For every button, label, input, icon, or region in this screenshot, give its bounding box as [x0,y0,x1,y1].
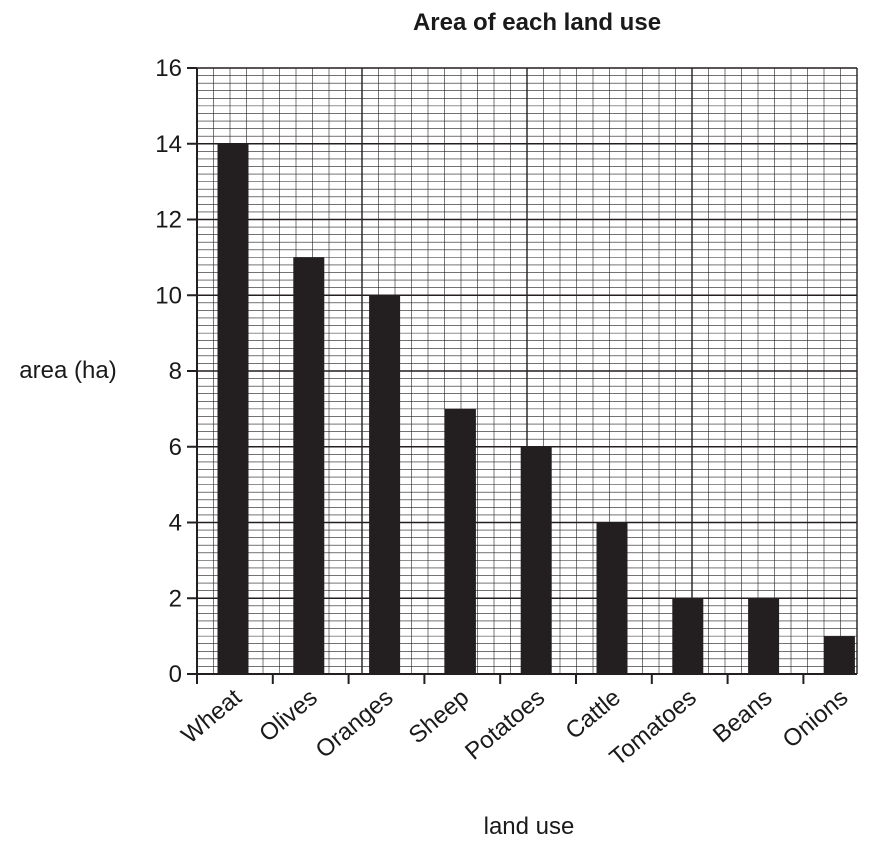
x-tick-label: Sheep [404,684,475,749]
axes [187,67,857,684]
bar-wheat [217,143,249,674]
x-tick-label: Beans [708,684,777,748]
y-tick-label: 10 [155,282,182,309]
y-tick-label: 6 [169,434,182,461]
bar-tomatoes [672,598,704,674]
x-tick-label: Oranges [311,684,399,764]
x-tick-label: Cattle [560,684,625,745]
x-tick-label: Olives [254,684,322,748]
x-tick-label: Onions [778,684,854,754]
bar-cattle [596,522,628,674]
y-tick-label: 0 [169,661,182,688]
bar-onions [823,636,855,674]
y-tick-label: 2 [169,585,182,612]
y-axis-label: area (ha) [19,357,116,384]
x-axis-label: land use [484,813,575,840]
y-tick-label: 8 [169,358,182,385]
x-tick-label: Potatoes [460,684,550,766]
bar-oranges [369,295,401,674]
chart-title: Area of each land use [413,9,661,36]
bar-potatoes [520,446,552,674]
bar-sheep [444,408,476,674]
bar-beans [748,598,780,674]
y-tick-label: 16 [155,55,182,82]
y-tick-label: 12 [155,207,182,234]
x-tick-label: Wheat [176,684,247,749]
bars [217,143,855,674]
y-tick-label: 4 [169,510,182,537]
bar-olives [293,257,325,674]
y-tick-label: 14 [155,131,182,158]
